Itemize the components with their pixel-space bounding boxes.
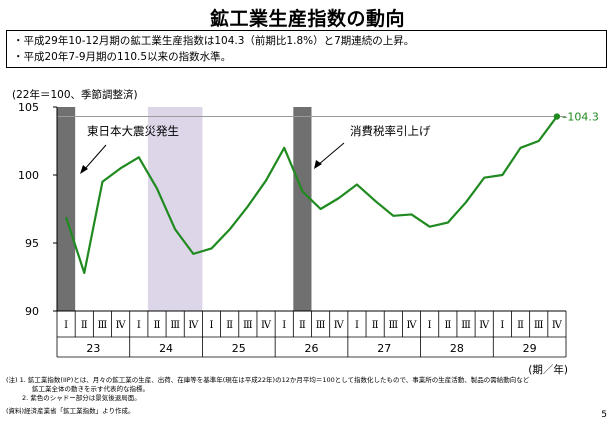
quarter-label: Ⅰ <box>355 320 359 331</box>
y-tick-label: 90 <box>25 305 39 318</box>
quarter-label: Ⅱ <box>226 320 233 331</box>
y-tick-label: 95 <box>25 237 39 250</box>
year-label: 26 <box>305 342 319 355</box>
quarter-label: Ⅳ <box>334 320 345 331</box>
shaded-period-2 <box>147 107 203 311</box>
year-label: 28 <box>450 342 464 355</box>
quarter-label: Ⅳ <box>479 320 490 331</box>
quarter-label: Ⅰ <box>282 320 286 331</box>
year-label: 23 <box>86 342 100 355</box>
page-title: 鉱工業生産指数の動向 <box>209 8 405 30</box>
quarter-label: Ⅳ <box>116 320 127 331</box>
year-label: 29 <box>523 342 537 355</box>
quarter-label: Ⅰ <box>64 320 68 331</box>
quarter-label: Ⅳ <box>188 320 199 331</box>
x-axis-label: (期／年) <box>528 363 568 376</box>
shaded-period-1 <box>57 107 76 311</box>
summary-box: ・平成29年10-12月期の鉱工業生産指数は104.3（前期比1.8%）と7期連… <box>6 30 607 68</box>
quarter-label: Ⅰ <box>210 320 214 331</box>
quarter-label: Ⅳ <box>406 320 417 331</box>
y-tick-label: 100 <box>18 169 39 182</box>
quarter-label: Ⅲ <box>98 320 108 331</box>
quarter-label: Ⅱ <box>517 320 524 331</box>
summary-line-2: ・平成20年7-9月期の110.5以来の指数水準。 <box>13 51 232 63</box>
quarter-label: Ⅲ <box>316 320 326 331</box>
quarter-label: Ⅱ <box>444 320 451 331</box>
y-tick-label: 105 <box>18 101 39 114</box>
annotation-earthquake: 東日本大震災発生 <box>87 124 179 138</box>
quarter-label: Ⅱ <box>81 320 88 331</box>
annotation-tax-hike: 消費税率引上げ <box>350 124 431 138</box>
quarter-label: Ⅱ <box>299 320 306 331</box>
annotation-tax-hike-arrowhead <box>314 160 322 169</box>
year-label: 25 <box>232 342 246 355</box>
end-point-marker <box>553 113 561 120</box>
series-line <box>65 115 558 275</box>
footnote-1-cont: 鉱工業全体の動きを示す代表的な指標。 <box>32 385 149 393</box>
quarter-label: Ⅲ <box>388 320 398 331</box>
quarter-label: Ⅰ <box>137 320 141 331</box>
quarter-label: Ⅱ <box>372 320 379 331</box>
quarter-label: Ⅰ <box>500 320 504 331</box>
annotation-tax-hike-arrow <box>317 142 345 166</box>
year-label: 24 <box>159 342 173 355</box>
quarter-label: Ⅱ <box>154 320 161 331</box>
quarter-label: Ⅲ <box>243 320 253 331</box>
footnote-1: (注) 1. 鉱工業指数(IIP)とは、月々の鉱工業の生産、出荷、在庫等を基準年… <box>6 376 530 384</box>
quarter-label: Ⅲ <box>534 320 544 331</box>
end-value-label: –104.3 <box>562 111 599 124</box>
quarter-label: Ⅲ <box>461 320 471 331</box>
quarter-label: Ⅳ <box>261 320 272 331</box>
quarter-label: Ⅳ <box>552 320 563 331</box>
annotation-earthquake-arrow <box>83 144 107 171</box>
quarter-label: Ⅰ <box>428 320 432 331</box>
source-note: (資料)経済産業省「鉱工業指数」より作成。 <box>6 407 135 415</box>
year-label: 27 <box>377 342 391 355</box>
y-axis-unit-label: (22年＝100、季節調整済) <box>12 89 138 101</box>
footnote-2: 2. 紫色のシャドー部分は景気後退局面。 <box>22 394 141 402</box>
summary-line-1: ・平成29年10-12月期の鉱工業生産指数は104.3（前期比1.8%）と7期連… <box>13 35 415 47</box>
annotation-earthquake-arrowhead <box>80 165 88 174</box>
shaded-period-3 <box>293 107 312 311</box>
footnotes: (注) 1. 鉱工業指数(IIP)とは、月々の鉱工業の生産、出荷、在庫等を基準年… <box>6 376 566 403</box>
page-number: 5 <box>601 410 607 420</box>
quarter-label: Ⅲ <box>170 320 180 331</box>
